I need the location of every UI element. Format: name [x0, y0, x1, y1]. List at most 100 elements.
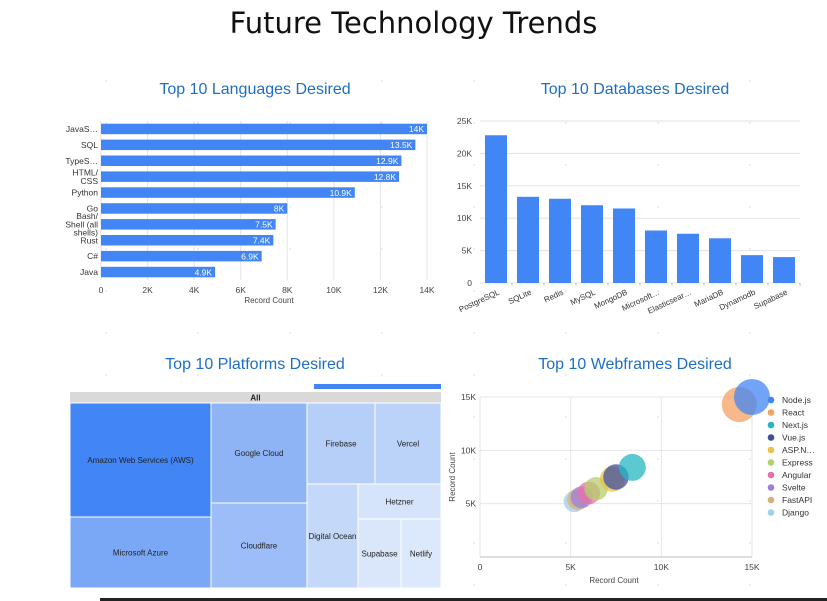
- platforms-tile: [357, 518, 402, 589]
- databases-y-tick-label: 15K: [457, 181, 472, 191]
- webframes-legend-label: React: [782, 408, 805, 418]
- languages-bar: [101, 250, 262, 262]
- platforms-tile-label: Vercel: [397, 440, 419, 449]
- webframes-legend-label: Vue.js: [782, 433, 805, 443]
- platforms-tile: [69, 402, 212, 518]
- languages-bar: [101, 187, 355, 198]
- databases-bar: [709, 238, 731, 283]
- languages-bar: [101, 123, 427, 135]
- languages-category-label: HTML/CSS: [73, 168, 99, 186]
- languages-category-label: TypeS…: [65, 156, 98, 166]
- bottom-divider: [100, 598, 827, 601]
- webframes-x-tick-label: 15K: [744, 562, 759, 572]
- languages-bar: [101, 139, 416, 151]
- languages-category-label: JavaS…: [66, 124, 98, 134]
- databases-bar: [485, 135, 507, 283]
- languages-data-label: 12.8K: [374, 172, 397, 182]
- languages-category-label: Java: [80, 267, 98, 277]
- languages-x-tick-label: 14K: [419, 285, 434, 295]
- languages-x-tick-label: 2K: [142, 285, 153, 295]
- webframes-legend-label: ASP.N…: [782, 445, 815, 455]
- platforms-tile-label: Supabase: [361, 550, 398, 559]
- platforms-tile-label: Cloudflare: [241, 542, 278, 551]
- platforms-root-header: [70, 392, 441, 403]
- webframes-x-axis-label: Record Count: [589, 576, 639, 585]
- databases-y-tick-label: 5K: [462, 246, 473, 256]
- page-title: Future Technology Trends: [229, 6, 598, 40]
- languages-x-tick-label: 4K: [189, 285, 200, 295]
- languages-bar: [101, 266, 216, 278]
- webframes-legend-swatch: [767, 396, 775, 404]
- databases-bar: [741, 255, 763, 283]
- databases-y-tick-label: 25K: [457, 116, 472, 126]
- platforms-tile-label: Hetzner: [385, 498, 413, 507]
- languages-data-label: 13.5K: [390, 140, 413, 150]
- databases-bar: [613, 208, 635, 283]
- webframes-legend-label: Node.js: [782, 395, 811, 405]
- platforms-tile: [210, 502, 308, 589]
- databases-y-tick-label: 10K: [457, 213, 472, 223]
- webframes-legend-swatch: [767, 471, 775, 479]
- webframes-bubble: [734, 379, 770, 415]
- platforms-tile-label: Netlify: [410, 550, 432, 559]
- databases-chart-title: Top 10 Databases Desired: [540, 81, 730, 98]
- languages-x-tick-label: 6K: [236, 285, 247, 295]
- databases-bar: [645, 230, 667, 283]
- languages-category-label: Bash/Shell (all shells): [65, 211, 98, 237]
- webframes-legend-swatch: [767, 459, 775, 466]
- webframes-bubble: [618, 453, 646, 481]
- webframes-legend-label: FastAPI: [782, 495, 812, 505]
- platforms-tile-label: Microsoft Azure: [113, 549, 169, 558]
- databases-bar: [549, 198, 571, 283]
- webframes-x-tick-label: 10K: [654, 562, 669, 572]
- webframes-legend-label: Svelte: [782, 483, 806, 493]
- webframes-legend-label: Express: [782, 458, 813, 468]
- platforms-tile-label: Firebase: [325, 440, 357, 449]
- languages-data-label: 6.9K: [241, 251, 259, 261]
- webframes-legend-swatch: [767, 509, 775, 516]
- languages-category-label: C#: [87, 251, 98, 261]
- webframes-legend-label: Django: [782, 508, 809, 518]
- languages-chart-title: Top 10 Languages Desired: [159, 81, 351, 98]
- languages-data-label: 12.9K: [376, 156, 399, 166]
- platforms-tile-label: Amazon Web Services (AWS): [87, 456, 194, 465]
- languages-bar: [101, 219, 276, 230]
- languages-category-label: Python: [72, 188, 99, 198]
- webframes-x-tick-label: 5K: [565, 562, 576, 572]
- languages-data-label: 4.9K: [195, 267, 213, 277]
- webframes-legend-swatch: [767, 421, 775, 429]
- languages-category-label: Go: [87, 203, 99, 213]
- languages-bar: [101, 235, 274, 246]
- platforms-scale-bar: [314, 384, 441, 389]
- languages-x-axis-label: Record Count: [244, 296, 294, 305]
- webframes-y-tick-label: 15K: [461, 392, 476, 402]
- webframes-chart-title: Top 10 Webframes Desired: [538, 356, 732, 373]
- webframes-legend-swatch: [767, 409, 775, 416]
- webframes-legend-label: Angular: [782, 470, 811, 480]
- languages-x-tick-label: 8K: [282, 285, 293, 295]
- platforms-tile-label: Google Cloud: [235, 449, 284, 458]
- languages-data-label: 7.5K: [255, 220, 273, 230]
- languages-data-label: 14K: [409, 124, 424, 134]
- languages-category-label: SQL: [81, 140, 98, 150]
- webframes-y-axis-label: Record Count: [448, 452, 457, 502]
- webframes-y-tick-label: 10K: [461, 445, 476, 455]
- platforms-chart-title: Top 10 Platforms Desired: [165, 356, 345, 373]
- languages-data-label: 7.4K: [253, 235, 271, 245]
- languages-category-label: Rust: [81, 235, 99, 245]
- languages-data-label: 10.9K: [330, 188, 353, 198]
- platforms-tile: [400, 518, 442, 589]
- languages-bar: [101, 203, 288, 214]
- platforms-tile: [306, 483, 359, 589]
- platforms-tile-label: Digital Ocean: [308, 532, 356, 541]
- webframes-legend-swatch: [767, 446, 775, 454]
- languages-x-tick-label: 0: [99, 285, 104, 295]
- languages-bar: [101, 171, 400, 182]
- languages-x-tick-label: 10K: [326, 285, 341, 295]
- languages-data-label: 8K: [274, 204, 285, 214]
- databases-y-tick-label: 20K: [457, 148, 472, 158]
- databases-bar: [581, 205, 603, 283]
- webframes-legend-label: Next.js: [782, 420, 808, 430]
